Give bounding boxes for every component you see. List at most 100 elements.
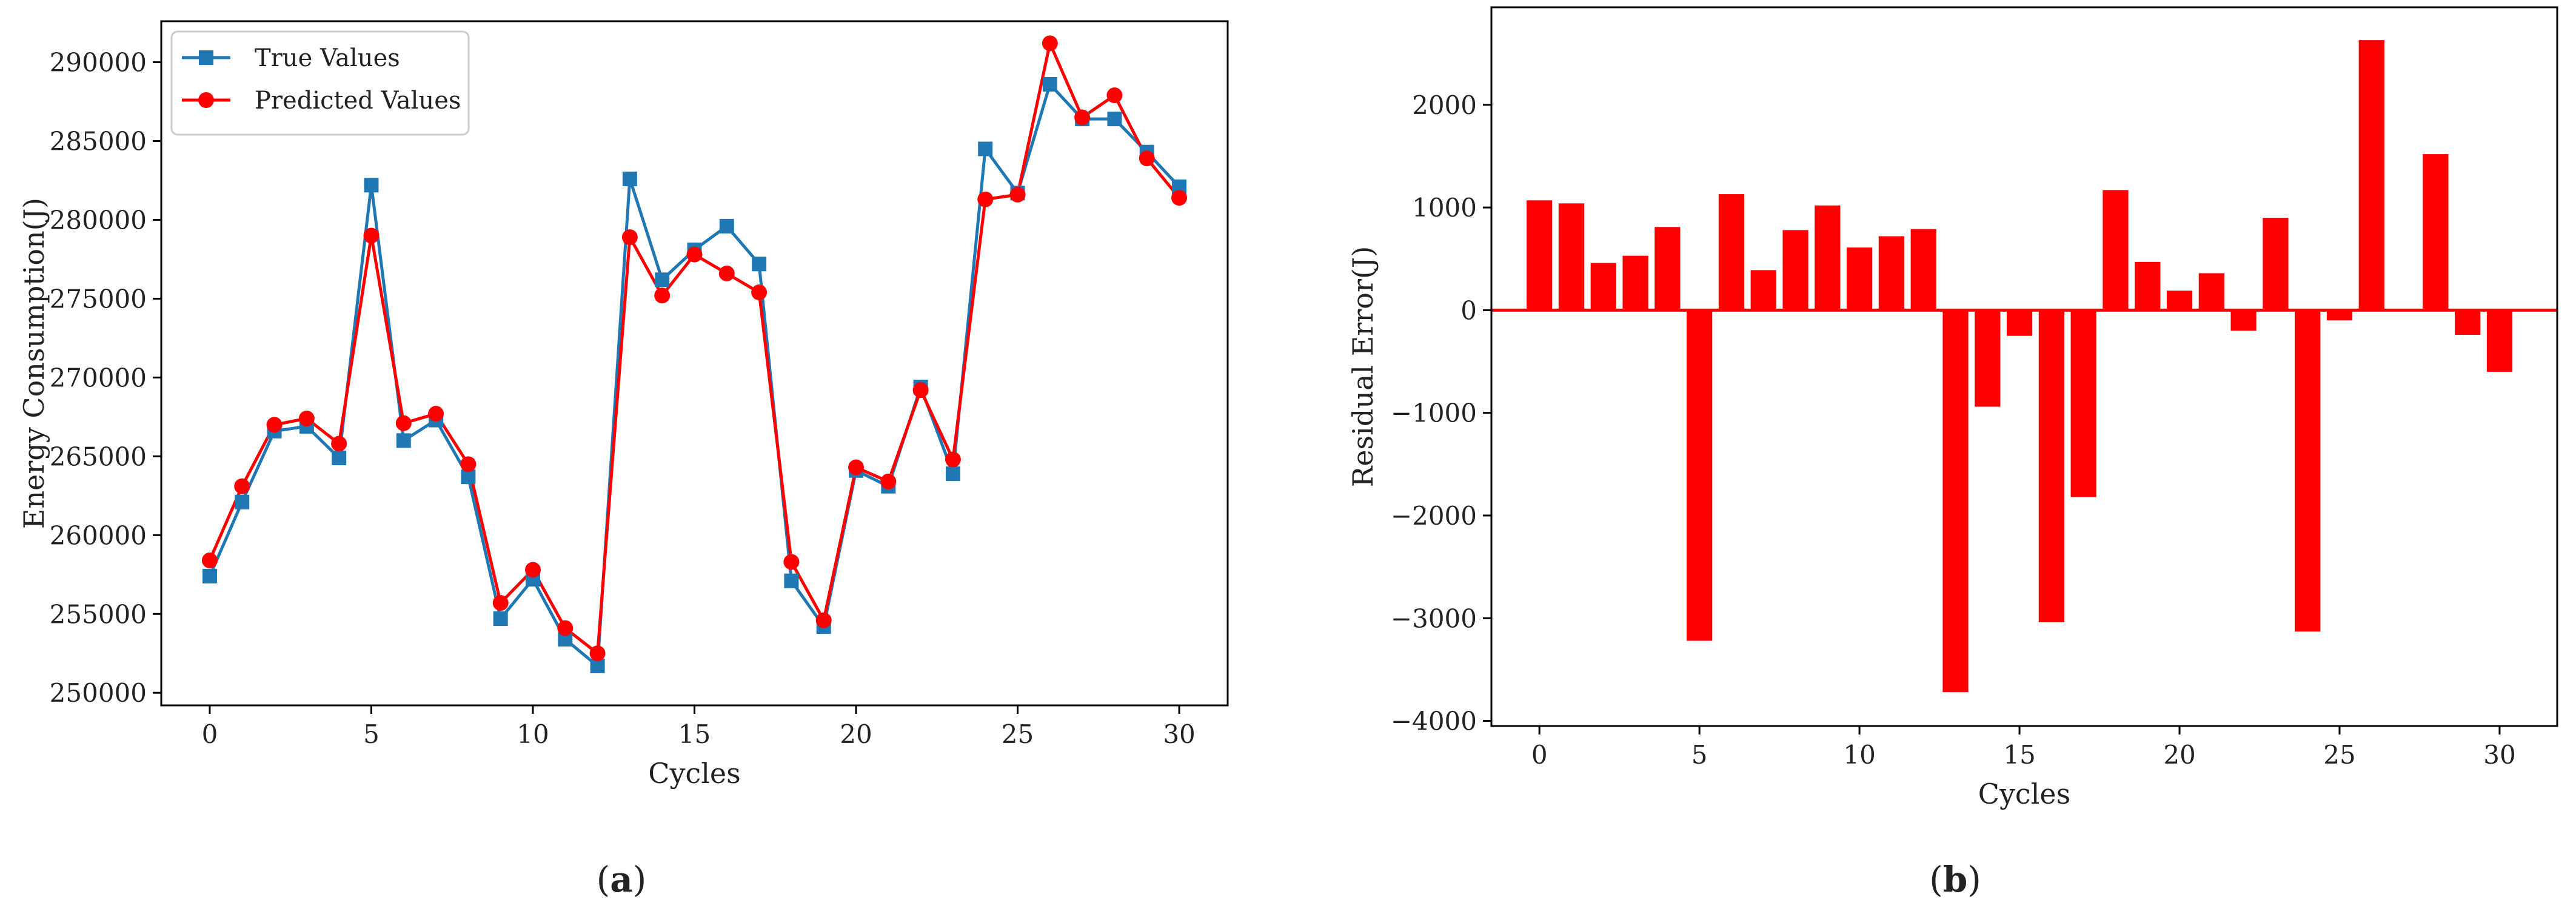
data-point-true-values <box>332 450 347 465</box>
data-point-predicted-values <box>1009 186 1026 203</box>
bar <box>1910 229 1936 311</box>
y-tick-label: 290000 <box>50 48 147 78</box>
x-tick-label: 15 <box>678 719 711 749</box>
bar <box>2423 154 2449 311</box>
x-tick-label: 25 <box>1002 719 1034 749</box>
x-axis-label: Cycles <box>1978 778 2071 810</box>
data-point-true-values <box>1107 112 1122 127</box>
bar <box>2326 310 2353 321</box>
data-point-predicted-values <box>751 284 768 301</box>
bar <box>2198 273 2224 311</box>
y-tick-label: 255000 <box>50 599 147 629</box>
bar <box>2358 40 2384 311</box>
bar <box>1558 203 1585 311</box>
y-tick-label: 0 <box>1460 295 1477 325</box>
chart-a-energy-consumption: 0 5 10 15 20 25 30 250000 255000 260000 265000 2700… <box>18 20 1229 900</box>
legend-label: Predicted Values <box>255 87 461 115</box>
y-tick-label: −3000 <box>1391 603 1477 633</box>
bar <box>2006 310 2033 336</box>
data-point-predicted-values <box>492 595 509 611</box>
data-point-predicted-values <box>201 552 218 568</box>
y-tick-label: −2000 <box>1391 501 1477 531</box>
bar <box>2455 310 2481 335</box>
y-tick-label: −4000 <box>1391 707 1477 736</box>
bar <box>1975 310 2001 407</box>
bar <box>1718 194 1745 311</box>
data-point-predicted-values <box>557 620 574 636</box>
data-point-predicted-values <box>718 265 735 281</box>
x-tick-label: 30 <box>2483 740 2515 770</box>
y-tick-label: −1000 <box>1391 398 1477 428</box>
bar <box>1878 236 1905 311</box>
data-point-predicted-values <box>1106 87 1123 104</box>
panel-label-open: ( <box>597 859 611 900</box>
x-tick-label: 20 <box>840 719 872 749</box>
data-point-predicted-values <box>395 415 412 431</box>
data-point-true-values <box>978 141 993 156</box>
data-point-predicted-values <box>686 246 703 263</box>
y-tick-label: 270000 <box>50 363 147 392</box>
x-tick-label: 15 <box>2003 740 2035 770</box>
x-tick-label: 0 <box>202 719 218 749</box>
data-point-predicted-values <box>621 229 638 246</box>
panel-label-close: ) <box>633 859 647 900</box>
legend: True Values Predicted Values <box>170 30 470 136</box>
data-point-predicted-values <box>654 287 671 304</box>
data-point-predicted-values <box>428 406 444 422</box>
data-point-predicted-values <box>266 417 283 433</box>
data-point-predicted-values <box>331 435 347 452</box>
bar <box>2166 291 2193 311</box>
bar <box>1847 247 1873 311</box>
bar <box>1654 227 1681 311</box>
data-point-predicted-values <box>1171 190 1188 206</box>
data-point-predicted-values <box>912 382 929 398</box>
y-tick-label: 285000 <box>50 127 147 156</box>
bar <box>1942 310 1969 693</box>
data-point-true-values <box>235 494 250 509</box>
data-point-true-values <box>752 257 767 272</box>
bar <box>2070 310 2096 497</box>
data-point-predicted-values <box>460 456 477 472</box>
x-tick-label: 5 <box>363 719 380 749</box>
bar <box>2230 310 2257 331</box>
panel-label-letter: b <box>1943 859 1968 900</box>
y-tick-label: 260000 <box>50 520 147 550</box>
panel-label: (b) <box>1929 859 1981 900</box>
data-point-predicted-values <box>524 562 541 578</box>
data-point-predicted-values <box>783 554 800 570</box>
data-point-predicted-values <box>880 473 897 489</box>
y-tick-label: 275000 <box>50 284 147 314</box>
bar <box>2038 310 2064 623</box>
plot-frame <box>1490 6 2558 727</box>
bar <box>1622 255 1648 311</box>
data-point-predicted-values <box>1074 109 1091 126</box>
data-point-predicted-values <box>363 227 380 244</box>
bar <box>2263 218 2289 311</box>
data-point-predicted-values <box>1139 150 1155 167</box>
panel-label-close: ) <box>1967 859 1981 900</box>
series-line-true-values <box>208 82 1180 668</box>
y-tick-label: 250000 <box>50 678 147 708</box>
x-axis-label: Cycles <box>648 757 741 790</box>
x-tick-label: 25 <box>2323 740 2355 770</box>
data-point-predicted-values <box>815 612 832 628</box>
bar <box>2295 310 2321 632</box>
data-point-true-values <box>493 611 508 627</box>
y-tick-label: 265000 <box>50 442 147 471</box>
x-tick-label: 5 <box>1691 740 1708 770</box>
data-point-true-values <box>364 178 379 193</box>
bar <box>1590 263 1616 311</box>
bar <box>1750 270 1776 311</box>
bar <box>1527 200 1553 311</box>
data-point-true-values <box>622 171 637 186</box>
legend-marker-square <box>199 50 213 65</box>
data-point-predicted-values <box>1042 35 1058 52</box>
data-point-predicted-values <box>298 410 315 426</box>
legend-box <box>170 30 470 136</box>
bar <box>1782 230 1808 311</box>
y-tick-label: 1000 <box>1412 193 1477 223</box>
y-tick-label: 280000 <box>50 205 147 235</box>
data-point-true-values <box>202 568 217 583</box>
legend-label: True Values <box>255 44 400 72</box>
